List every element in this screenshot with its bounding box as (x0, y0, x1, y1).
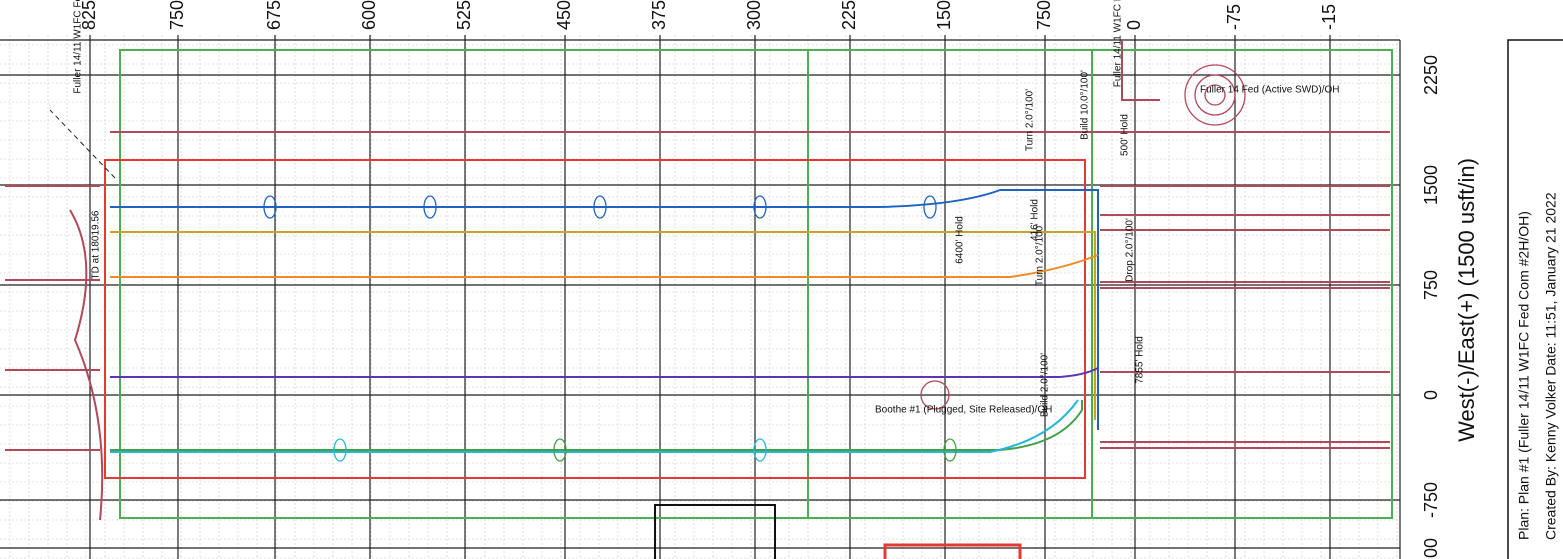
x-tick-label: 600 (359, 0, 379, 30)
offset-well (69, 209, 104, 521)
y-tick-label: 1500 (1421, 165, 1441, 205)
annotation: 6400' Hold (955, 216, 966, 264)
x-tick-label: 150 (934, 0, 954, 30)
x-tick-label: 450 (554, 0, 574, 30)
y-tick-label: -750 (1421, 482, 1441, 518)
x-tick-label: 825 (79, 0, 99, 30)
x-tick-label: -75 (1224, 4, 1244, 30)
title-block (1507, 39, 1563, 559)
plan-name: Plan: Plan #1 (Fuller 14/11 W1FC Fed Com… (1516, 211, 1532, 540)
annotation: Boothe #1 (Plugged, Site Released)/OH (875, 405, 1052, 416)
annotation: Drop 2.0°/100' (1125, 218, 1136, 282)
annotation: Fuller 14 Fed (Active SWD)/OH (1200, 85, 1339, 96)
created-by: Created By: Kenny Volker Date: 11:51, Ja… (1543, 192, 1559, 540)
y-tick-label: 750 (1421, 270, 1441, 300)
axis-title: West(-)/East(+) (1500 usft/in) (1454, 158, 1479, 442)
annotation: Fuller 14/11 W1FC Fed Com #2H - PBHL (73, 0, 84, 94)
annotation: 416' Hold (1030, 199, 1041, 241)
stamp-box (883, 543, 1022, 559)
leader (49, 109, 116, 179)
survey-markers (263, 64, 1246, 462)
offset-well (1121, 40, 1160, 101)
x-tick-label: 675 (264, 0, 284, 30)
annotation: Fuller 14/11 W1FC Fed Com #2H - BB (1113, 0, 1124, 87)
x-tick-label: 0 (1124, 20, 1144, 30)
annotation: Build 10.0°/100' (1080, 70, 1091, 140)
lease-boundary (119, 49, 1393, 519)
x-tick-label: -15 (1319, 4, 1339, 30)
x-tick-label: 750 (167, 0, 187, 30)
annotation: Turn 2.0°/100' (1035, 224, 1046, 286)
wellpath (110, 189, 1099, 430)
labels: 825 750 675 600 525 450 375 300 225 150 750 0 -75 -15… (73, 0, 1559, 558)
annotation: TD at 18019.56 (91, 210, 102, 279)
offset-well (1100, 185, 1390, 449)
offset-well (5, 279, 100, 451)
y-tick-label: 00 (1421, 538, 1441, 558)
legend-box (654, 504, 776, 559)
wellpaths (5, 40, 1390, 521)
x-tick-label: 750 (1034, 0, 1054, 30)
x-tick-label: 300 (744, 0, 764, 30)
x-tick-label: 525 (454, 0, 474, 30)
y-tick-label: 0 (1421, 390, 1441, 400)
wellpath (110, 367, 1099, 378)
x-tick-label: 225 (839, 0, 859, 30)
x-tick-label: 375 (649, 0, 669, 30)
grid (0, 35, 1401, 559)
setback-boundary (104, 159, 1086, 479)
wellpath (110, 254, 1099, 278)
annotation: Turn 2.0°/100' (1025, 89, 1036, 151)
wellpath (110, 231, 1096, 420)
wellpath (110, 399, 1079, 453)
annotation: 500' Hold (1120, 114, 1131, 156)
annotation: 7855' Hold (1135, 336, 1146, 384)
annotation: Build 2.0°/100' (1040, 353, 1051, 417)
y-tick-label: 2250 (1421, 55, 1441, 95)
